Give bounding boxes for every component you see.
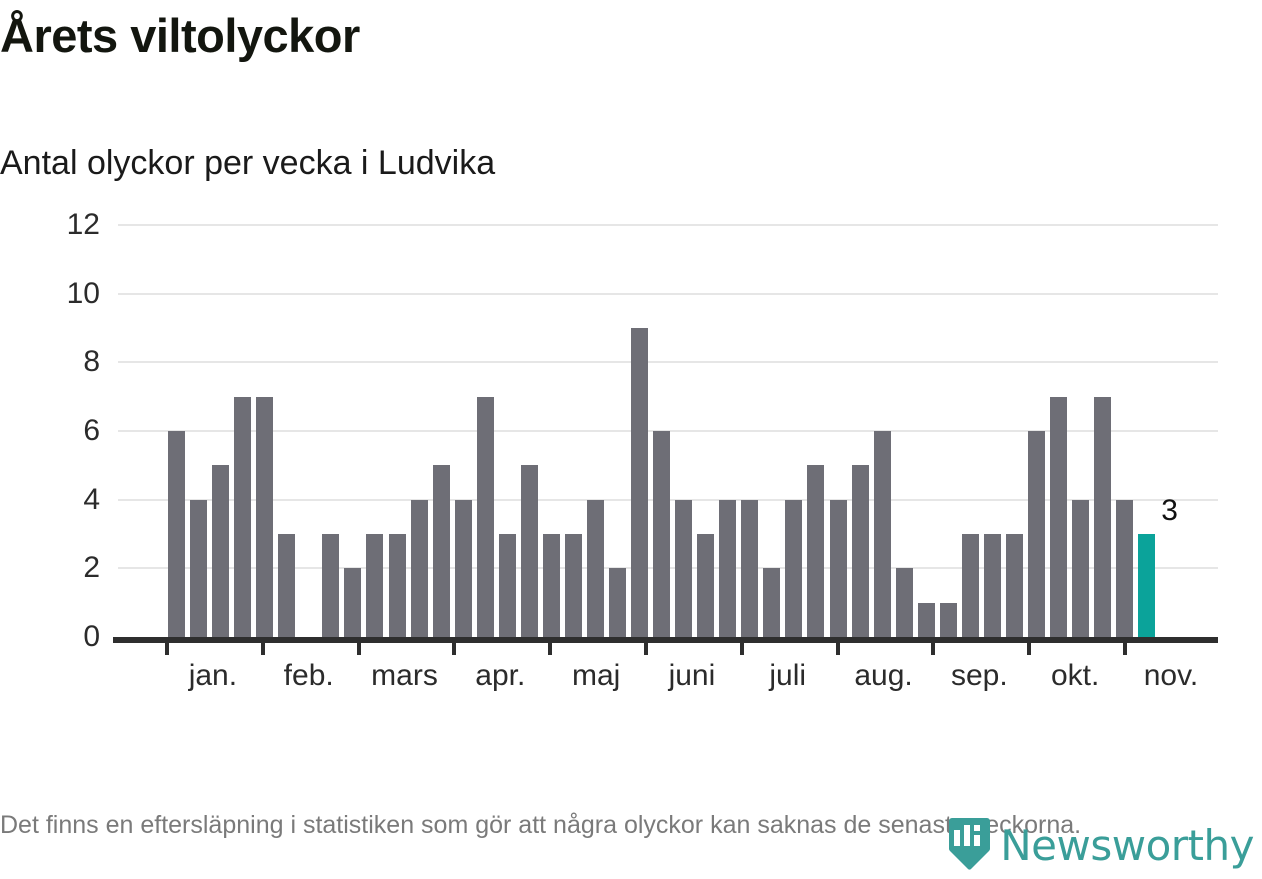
y-axis-tick-label: 8: [83, 345, 100, 379]
bar[interactable]: [675, 499, 693, 637]
chart-footnote: Det finns en eftersläpning i statistiken…: [0, 811, 1082, 839]
gridline: [118, 224, 1218, 226]
bar[interactable]: [256, 396, 274, 637]
bar[interactable]: [476, 396, 494, 637]
bar[interactable]: [961, 534, 979, 637]
y-axis-tick-label: 0: [83, 620, 100, 653]
x-axis-tick: [260, 639, 265, 655]
y-axis-tick-label: 4: [83, 482, 100, 516]
bar[interactable]: [939, 602, 957, 637]
bar[interactable]: [653, 431, 671, 637]
bar[interactable]: [983, 534, 1001, 637]
bar[interactable]: [168, 431, 185, 637]
x-axis-tick: [452, 639, 457, 655]
bar[interactable]: [741, 499, 759, 637]
bar[interactable]: [366, 534, 384, 637]
bar[interactable]: [520, 465, 538, 637]
bar[interactable]: [785, 499, 803, 637]
chart-subtitle: Antal olyckor per vecka i Ludvika: [0, 144, 496, 182]
bar[interactable]: [631, 328, 649, 637]
bar[interactable]: [278, 534, 296, 637]
bar[interactable]: [1050, 396, 1067, 637]
bar[interactable]: [917, 602, 935, 637]
x-axis-tick: [548, 639, 553, 655]
y-axis-tick-label: 6: [83, 414, 100, 447]
x-axis-month-label: sep.: [951, 659, 1008, 692]
x-axis-tick: [1027, 639, 1032, 655]
newsworthy-bars-pin-icon: [944, 816, 991, 875]
x-axis-tick: [739, 639, 744, 655]
logo-wordmark: Newsworthy: [1000, 820, 1254, 870]
bar[interactable]: [763, 568, 781, 637]
x-axis-line: [113, 637, 1218, 643]
x-axis-tick: [356, 639, 361, 655]
bar[interactable]: [344, 568, 362, 637]
x-axis-month-label: maj: [571, 659, 621, 692]
bar[interactable]: [697, 534, 715, 637]
bar[interactable]: [234, 396, 252, 637]
bar[interactable]: [432, 465, 450, 637]
x-axis-tick: [1123, 639, 1128, 655]
bar[interactable]: [807, 465, 825, 637]
bar[interactable]: [1005, 534, 1023, 637]
x-axis-month-label: juni: [668, 659, 716, 692]
bar[interactable]: [1072, 499, 1090, 637]
bar[interactable]: [829, 499, 847, 637]
x-axis-month-label: apr.: [475, 659, 526, 692]
x-axis-month-label: mars: [371, 659, 438, 692]
x-axis-month-label: feb.: [283, 659, 334, 692]
plot-area: 3: [118, 224, 1218, 637]
bar[interactable]: [609, 568, 626, 637]
newsworthy-logo: Newsworthy: [944, 817, 1254, 873]
bar[interactable]: [498, 534, 516, 637]
x-axis-tick: [165, 639, 169, 655]
x-axis-month-label: jan.: [188, 659, 238, 692]
bar[interactable]: [410, 499, 428, 637]
bar[interactable]: [1027, 431, 1045, 637]
x-axis-month-label: okt.: [1050, 659, 1100, 692]
bar[interactable]: [873, 431, 891, 637]
bar[interactable]: [586, 499, 604, 637]
bar[interactable]: [564, 534, 582, 637]
bar[interactable]: [1094, 396, 1112, 637]
bar-series: 3: [118, 225, 1218, 637]
bar[interactable]: [190, 499, 208, 637]
bar[interactable]: [388, 534, 406, 637]
page-title: Årets viltolyckor: [0, 9, 360, 62]
x-axis-month-label: nov.: [1143, 659, 1199, 692]
gridline: [118, 361, 1218, 364]
bar[interactable]: [322, 534, 340, 637]
bar[interactable]: [454, 499, 472, 637]
bar-value-label: 3: [1161, 494, 1178, 527]
bar[interactable]: [851, 465, 869, 637]
y-axis-tick-label: 2: [83, 551, 100, 585]
bar[interactable]: [719, 499, 737, 637]
bar[interactable]: [212, 465, 230, 637]
x-axis-tick: [644, 639, 649, 655]
x-axis-tick: [835, 639, 840, 655]
bar-highlighted[interactable]: [1138, 534, 1156, 637]
bar[interactable]: [895, 568, 913, 637]
bar-chart: 3 0 2 4 6 8 10 12 jan. feb. mars apr. maj juni juli a…: [0, 208, 1262, 725]
gridline: [118, 292, 1218, 295]
bar[interactable]: [1116, 499, 1134, 637]
x-axis-month-label: juli: [769, 659, 807, 692]
y-axis-tick-label: 10: [66, 276, 100, 310]
x-axis-tick: [931, 639, 936, 655]
x-axis-month-label: aug.: [854, 659, 913, 692]
bar[interactable]: [542, 534, 560, 637]
y-axis-tick-label: 12: [66, 208, 100, 241]
